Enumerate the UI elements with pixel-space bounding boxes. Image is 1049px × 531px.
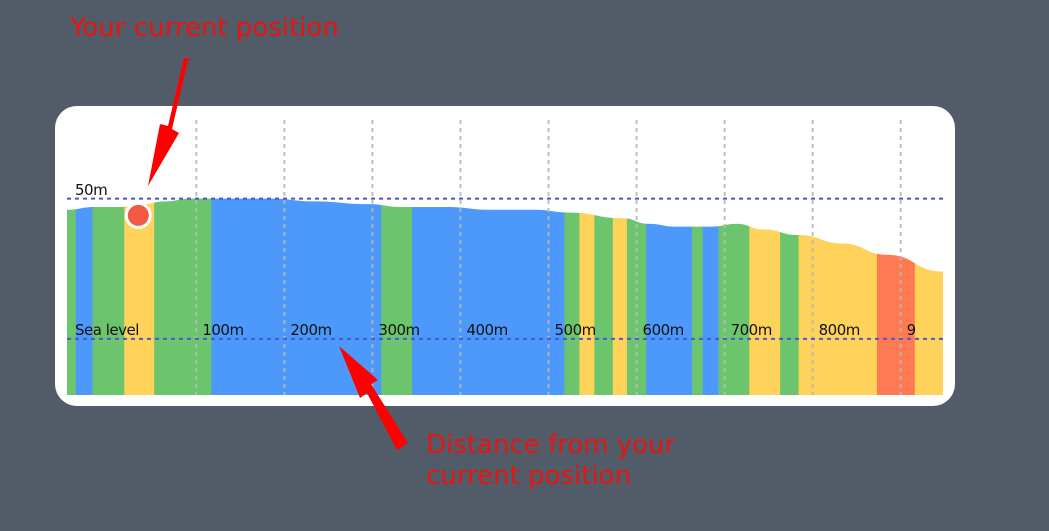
distance-annotation-line-1: Distance from your [426, 430, 676, 460]
terrain-segment [718, 198, 750, 395]
terrain-segment [646, 198, 693, 395]
terrain-segment [564, 198, 580, 395]
distance-tick-label: 800m [818, 320, 861, 339]
elevation-profile-chart [67, 120, 943, 395]
terrain-segment [798, 198, 878, 395]
terrain-segment [612, 198, 628, 395]
terrain-segment [124, 198, 155, 395]
terrain-segment [594, 198, 614, 395]
terrain-segment [692, 198, 704, 395]
terrain-segment [780, 198, 800, 395]
position-marker-layer [124, 201, 152, 229]
terrain-segment [92, 198, 125, 395]
current-position-annotation: Your current position [70, 13, 339, 43]
distance-annotation-line-2: current position [426, 461, 632, 492]
current-position-marker[interactable] [124, 201, 152, 229]
terrain-segment [876, 198, 916, 395]
distance-tick-label: 100m [202, 320, 244, 339]
terrain-segment [914, 198, 943, 395]
elevation-chart-card: 50m Sea level 100m 200m 300m 400m 500m 600m 700m… [55, 106, 955, 406]
distance-tick-label: 500m [554, 320, 597, 339]
reference-line-label: 50m [75, 180, 108, 199]
terrain-segment [749, 198, 781, 395]
terrain-segment [154, 198, 212, 395]
terrain-segment [412, 198, 565, 395]
terrain-segment [75, 198, 94, 395]
distance-tick-label: 200m [290, 320, 332, 339]
distance-tick-label: 600m [642, 320, 685, 339]
terrain-segment [381, 198, 413, 395]
terrain-segment [67, 198, 77, 395]
distance-tick-label: 700m [730, 320, 773, 339]
vertical-grid [195, 120, 902, 395]
terrain-segment [702, 198, 719, 395]
distance-annotation: Distance from your current position [426, 430, 675, 492]
reference-line-label: Sea level [75, 320, 139, 339]
distance-tick-label: 9 [906, 320, 917, 339]
distance-tick-label: 300m [378, 320, 420, 339]
distance-tick-label: 400m [466, 320, 508, 339]
reference-lines [67, 197, 943, 340]
terrain-segment [579, 198, 595, 395]
terrain-segment [211, 198, 382, 395]
